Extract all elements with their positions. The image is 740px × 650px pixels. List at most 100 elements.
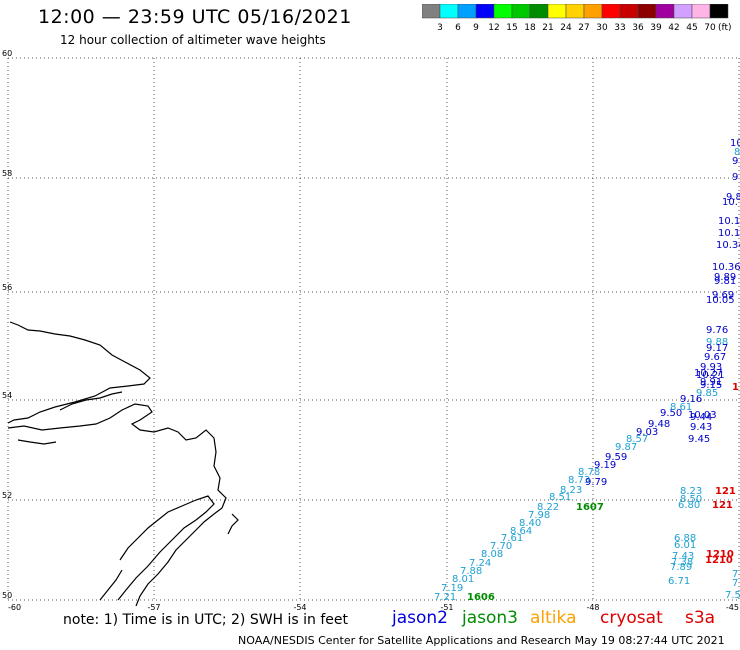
scale-label: 45 [686,23,697,33]
wave-height-label: 10.03 [688,410,717,421]
wave-height-label: 9.19 [594,460,616,471]
wave-height-label: 10. [722,197,738,208]
lon-label: -60 [8,603,21,612]
lon-label: -54 [293,603,306,612]
wave-height-label: 9.16 [680,394,702,405]
credit-line: NOAA/NESDIS Center for Satellite Applica… [238,634,725,647]
wave-height-label: 9.79 [585,477,607,488]
lon-label: -51 [440,603,453,612]
scale-unit: (ft) [718,23,732,33]
wave-height-label: 6.80 [678,500,700,511]
wave-height-label: 7.38 [671,557,693,568]
coastline [7,321,239,607]
wave-height-label: 9.44 [690,412,712,423]
wave-height-label: 9.17 [706,343,728,354]
wave-height-label: 8.73 [568,475,590,486]
map-title: 12:00 — 23:59 UTC 05/16/2021 [38,6,352,28]
wave-height-label: 1210 [706,549,734,560]
legend-cryosat: cryosat [600,608,663,628]
wave-height-label: 7.70 [490,541,512,552]
scale-label: 6 [455,23,461,33]
wave-height-label: 9.89 [714,272,736,283]
wave-height-label: 8 [734,147,740,158]
lat-label: 54 [2,391,12,400]
wave-height-label: 7 [732,569,738,580]
wave-height-label: 7.98 [528,510,550,521]
wave-height-label: 9.91 [700,377,722,388]
lat-label: 52 [2,491,12,500]
scale-label: 39 [650,23,662,33]
legend-jason2: jason2 [392,608,448,628]
scale-label: 70 [704,23,716,33]
wave-height-label: 7.43 [672,551,694,562]
wave-height-label: 121 [715,486,736,497]
scale-label: 18 [524,23,536,33]
wave-height-label: 9.45 [688,434,710,445]
wave-height-label: 7.61 [501,533,523,544]
wave-height-label: 8.23 [680,486,702,497]
wave-height-label: 7.24 [469,558,491,569]
wave-height-label: 7.89 [670,562,692,573]
wave-height-label: 8.64 [510,526,532,537]
wave-height-label: 10.36 [712,262,740,273]
wave-height-label: 10.27 [694,368,723,379]
wave-height-label: 9 [732,172,738,183]
wave-height-label: 6.71 [668,576,690,587]
wave-height-label: 9 [732,156,738,167]
scale-swatch [709,4,729,19]
wave-height-label: 7 [732,578,738,589]
wave-height-label: 7.21 [434,592,456,603]
scale-label: 21 [542,23,553,33]
wave-height-label: 8.01 [452,574,474,585]
graticule-grid: 60 58 56 54 52 50 -60 -57 -54 -51 -48 -45 [2,49,740,612]
scale-label: 27 [578,23,589,33]
wave-height-label: 9.87 [615,442,637,453]
wave-height-label: 9.93 [700,362,722,373]
wave-height-label: 8.08 [481,549,503,560]
scale-label: 36 [632,23,644,33]
wave-height-label: 1 [732,382,739,393]
lon-label: -57 [147,603,160,612]
wave-height-label: 8.40 [519,518,541,529]
wave-height-label: 9.88 [706,337,728,348]
map-subtitle: 12 hour collection of altimeter wave hei… [60,33,326,47]
scale-label: 3 [437,23,443,33]
scale-label: 15 [506,23,517,33]
legend-altika: altika [530,608,577,628]
lat-label: 60 [2,49,12,58]
wave-height-label: 9.76 [706,325,728,336]
scale-label: 24 [560,23,572,33]
wave-height-label: 1606 [467,592,495,603]
wave-height-label: 8.57 [626,434,648,445]
scale-label: 42 [668,23,679,33]
wave-height-label: 1210 [705,555,733,566]
wave-height-label: 8.61 [670,402,692,413]
lat-label: 58 [2,169,12,178]
wave-height-label: 8.78 [578,467,600,478]
footnote: note: 1) Time is in UTC; 2) SWH is in fe… [63,612,349,628]
wave-height-label: 8.22 [537,502,559,513]
scale-label: 30 [596,23,608,33]
wave-height-label: 9.8 [726,192,740,203]
wave-height-label: 9.48 [648,419,670,430]
wave-height-label: 8.50 [680,494,702,505]
wave-height-label: 10 [730,138,740,149]
lon-label: -45 [726,603,739,612]
scale-label: 33 [614,23,625,33]
wave-height-label: 9.50 [660,408,682,419]
wave-height-label: 9.15 [700,380,722,391]
lat-label: 50 [2,591,12,600]
wave-height-label: 7.88 [460,566,482,577]
wave-height-label: 10.05 [706,295,735,306]
scale-label: 12 [488,23,499,33]
wave-height-observations: 7.217.198.017.887.248.087.707.618.648.40… [434,138,740,603]
wave-height-label: 9.81 [714,276,736,287]
lon-label: -48 [586,603,599,612]
wave-height-label: 9.43 [690,422,712,433]
wave-height-label: 10.34 [716,240,740,251]
wave-height-label: 10.21 [696,370,725,381]
wave-height-label: 10.1 [718,228,740,239]
wave-height-label: 7.5 [725,590,740,601]
legend-jason3: jason3 [462,608,518,628]
